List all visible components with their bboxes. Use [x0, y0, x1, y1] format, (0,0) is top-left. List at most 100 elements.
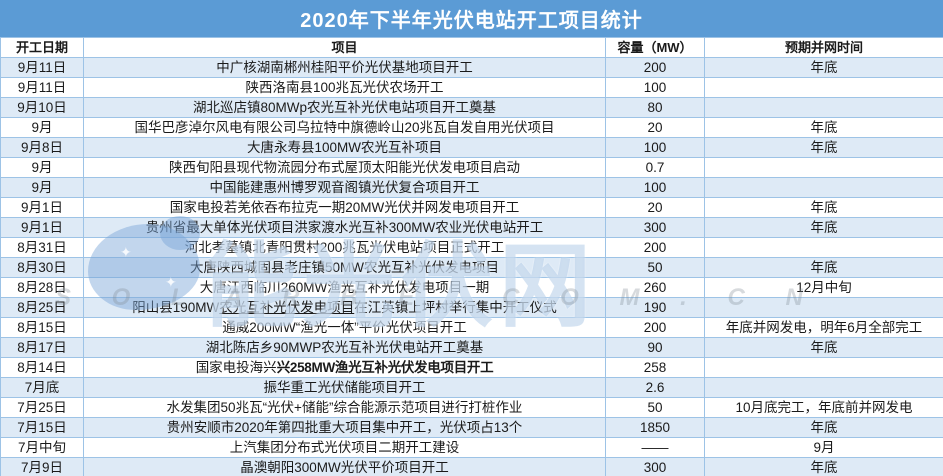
project-text: 陕西旬阳县现代物流园分布式屋顶太阳能光伏发电项目启动: [169, 160, 520, 175]
cell-expected: [704, 157, 943, 178]
project-text: 在江英镇上坪村举行集中开工仪式: [354, 300, 557, 315]
cell-capacity: 20: [605, 197, 705, 218]
table-row: 9月1日 国家电投若羌依吞布拉克一期20MW光伏并网发电项目开工 20 年底: [0, 197, 943, 218]
table-row: 8月17日 湖北陈店乡90MWP农光互补光伏电站开工奠基 90 年底: [0, 337, 943, 358]
cell-project: 大唐江西临川260MW渔光互补光伏发电项目一期: [83, 277, 606, 298]
table-row: 9月 中国能建惠州博罗观音阁镇光伏复合项目开工 100: [0, 177, 943, 198]
page-title: 2020年下半年光伏电站开工项目统计: [0, 0, 943, 37]
cell-project: 振华重工光伏储能项目开工: [83, 377, 606, 398]
cell-date: 8月15日: [0, 317, 84, 338]
cell-expected: 年底: [704, 57, 943, 78]
project-text: 国家电投海兴: [195, 360, 277, 375]
cell-date: 7月9日: [0, 457, 84, 476]
header-cell-capacity: 容量（MW）: [605, 37, 705, 58]
project-text: 中国能建惠州博罗观音阁镇光伏复合项目开工: [209, 180, 480, 195]
cell-date: 7月底: [0, 377, 84, 398]
cell-expected: 年底: [704, 457, 943, 476]
cell-date: 9月11日: [0, 57, 84, 78]
cell-expected: [704, 377, 943, 398]
cell-expected: 年底: [704, 257, 943, 278]
cell-project: 湖北巡店镇80MWp农光互补光伏电站项目开工奠基: [83, 97, 606, 118]
project-text: 阳山县190MW: [132, 300, 220, 315]
table-row: 8月30日 大唐陕西城固县老庄镇50MW农光互补光伏发电项目 50 年底: [0, 257, 943, 278]
cell-project: 上汽集团分布式光伏项目二期开工建设: [83, 437, 606, 458]
cell-project: 晶澳朝阳300MW光伏平价项目开工: [83, 457, 606, 476]
table-row: 7月25日 水发集团50兆瓦“光伏+储能”综合能源示范项目进行打桩作业 50 10月底…: [0, 397, 943, 418]
cell-capacity: 100: [605, 137, 705, 158]
table-row: 9月 陕西旬阳县现代物流园分布式屋顶太阳能光伏发电项目启动 0.7: [0, 157, 943, 178]
project-text: 国家电投若羌依吞布拉克一期20MW光伏并网发电项目开工: [169, 200, 520, 215]
project-text: 通威200MW“渔光一体”平价光伏项目开工: [222, 320, 467, 335]
project-text: 大唐永寿县100MW农光互补项目: [246, 140, 442, 155]
cell-expected: 年底: [704, 417, 943, 438]
header-cell-project: 项目: [83, 37, 606, 58]
cell-date: 9月: [0, 117, 84, 138]
project-text: 贵州安顺市2020年第四批重大项目集中开工，光伏项占13个: [166, 420, 523, 435]
cell-project: 通威200MW“渔光一体”平价光伏项目开工: [83, 317, 606, 338]
table-row: 8月14日 国家电投海兴兴258MW渔光互补光伏发电项目开工 258: [0, 357, 943, 378]
cell-capacity: 100: [605, 177, 705, 198]
cell-expected: 年底: [704, 137, 943, 158]
cell-capacity: 50: [605, 397, 705, 418]
project-text: 水发集团50兆瓦“光伏+储能”综合能源示范项目进行打桩作业: [166, 400, 523, 415]
table-row: 7月中旬 上汽集团分布式光伏项目二期开工建设 —— 9月: [0, 437, 943, 458]
cell-capacity: 200: [605, 237, 705, 258]
cell-capacity: 50: [605, 257, 705, 278]
cell-project: 河北孝墓镇北青阳贯村200兆瓦光伏电站项目正式开工: [83, 237, 606, 258]
cell-capacity: 300: [605, 457, 705, 476]
cell-project: 贵州安顺市2020年第四批重大项目集中开工，光伏项占13个: [83, 417, 606, 438]
project-text: 国华巴彦淖尔风电有限公司乌拉特中旗德岭山20兆瓦自发自用光伏项目: [134, 120, 555, 135]
cell-expected: 年底并网发电，明年6月全部完工: [704, 317, 943, 338]
cell-date: 8月31日: [0, 237, 84, 258]
cell-expected: [704, 357, 943, 378]
table-row: 7月15日 贵州安顺市2020年第四批重大项目集中开工，光伏项占13个 1850 年底: [0, 417, 943, 438]
cell-capacity: 260: [605, 277, 705, 298]
project-text: 陕西洛南县100兆瓦光伏农场开工: [245, 80, 444, 95]
cell-project: 中广核湖南郴州桂阳平价光伏基地项目开工: [83, 57, 606, 78]
cell-project: 中国能建惠州博罗观音阁镇光伏复合项目开工: [83, 177, 606, 198]
table-row: 9月10日 湖北巡店镇80MWp农光互补光伏电站项目开工奠基 80: [0, 97, 943, 118]
projects-table: 开工日期 项目 容量（MW） 预期并网时间 9月11日 中广核湖南郴州桂阳平价光伏…: [0, 37, 943, 476]
cell-capacity: 20: [605, 117, 705, 138]
cell-project: 水发集团50兆瓦“光伏+储能”综合能源示范项目进行打桩作业: [83, 397, 606, 418]
table-row: 9月11日 陕西洛南县100兆瓦光伏农场开工 100: [0, 77, 943, 98]
project-link[interactable]: 农光互补光伏发电项目: [219, 300, 355, 315]
cell-capacity: ——: [605, 437, 705, 458]
cell-capacity: 80: [605, 97, 705, 118]
cell-expected: [704, 237, 943, 258]
cell-date: 7月中旬: [0, 437, 84, 458]
table-row: 9月8日 大唐永寿县100MW农光互补项目 100 年底: [0, 137, 943, 158]
project-text: 振华重工光伏储能项目开工: [263, 380, 426, 395]
table-row: 8月15日 通威200MW“渔光一体”平价光伏项目开工 200 年底并网发电，明年6月…: [0, 317, 943, 338]
cell-date: 8月14日: [0, 357, 84, 378]
table-row: 9月11日 中广核湖南郴州桂阳平价光伏基地项目开工 200 年底: [0, 57, 943, 78]
cell-date: 7月25日: [0, 397, 84, 418]
project-text: 晶澳朝阳300MW光伏平价项目开工: [240, 460, 449, 475]
cell-capacity: 1850: [605, 417, 705, 438]
table-body: 9月11日 中广核湖南郴州桂阳平价光伏基地项目开工 200 年底 9月11日 陕西洛南县1…: [0, 57, 943, 476]
project-text: 中广核湖南郴州桂阳平价光伏基地项目开工: [216, 60, 473, 75]
cell-date: 9月11日: [0, 77, 84, 98]
table-row: 9月1日 贵州省最大单体光伏项目洪家渡水光互补300MW农业光伏电站开工 300 年底: [0, 217, 943, 238]
cell-project: 大唐永寿县100MW农光互补项目: [83, 137, 606, 158]
cell-date: 9月1日: [0, 197, 84, 218]
project-text: 兴258MW渔光互补光伏发电项目开工: [276, 360, 494, 375]
cell-expected: [704, 177, 943, 198]
project-text: 河北孝墓镇北青阳贯村200兆瓦光伏电站项目正式开工: [184, 240, 505, 255]
project-text: 上汽集团分布式光伏项目二期开工建设: [229, 440, 460, 455]
cell-capacity: 2.6: [605, 377, 705, 398]
cell-project: 陕西旬阳县现代物流园分布式屋顶太阳能光伏发电项目启动: [83, 157, 606, 178]
cell-capacity: 258: [605, 357, 705, 378]
cell-date: 8月17日: [0, 337, 84, 358]
cell-date: 8月28日: [0, 277, 84, 298]
cell-date: 8月30日: [0, 257, 84, 278]
cell-capacity: 200: [605, 317, 705, 338]
cell-expected: 年底: [704, 337, 943, 358]
cell-date: 8月25日: [0, 297, 84, 318]
cell-project: 国华巴彦淖尔风电有限公司乌拉特中旗德岭山20兆瓦自发自用光伏项目: [83, 117, 606, 138]
table-row: 8月28日 大唐江西临川260MW渔光互补光伏发电项目一期 260 12月中旬: [0, 277, 943, 298]
cell-capacity: 100: [605, 77, 705, 98]
project-text: 大唐江西临川260MW渔光互补光伏发电项目一期: [199, 280, 490, 295]
cell-expected: 年底: [704, 117, 943, 138]
